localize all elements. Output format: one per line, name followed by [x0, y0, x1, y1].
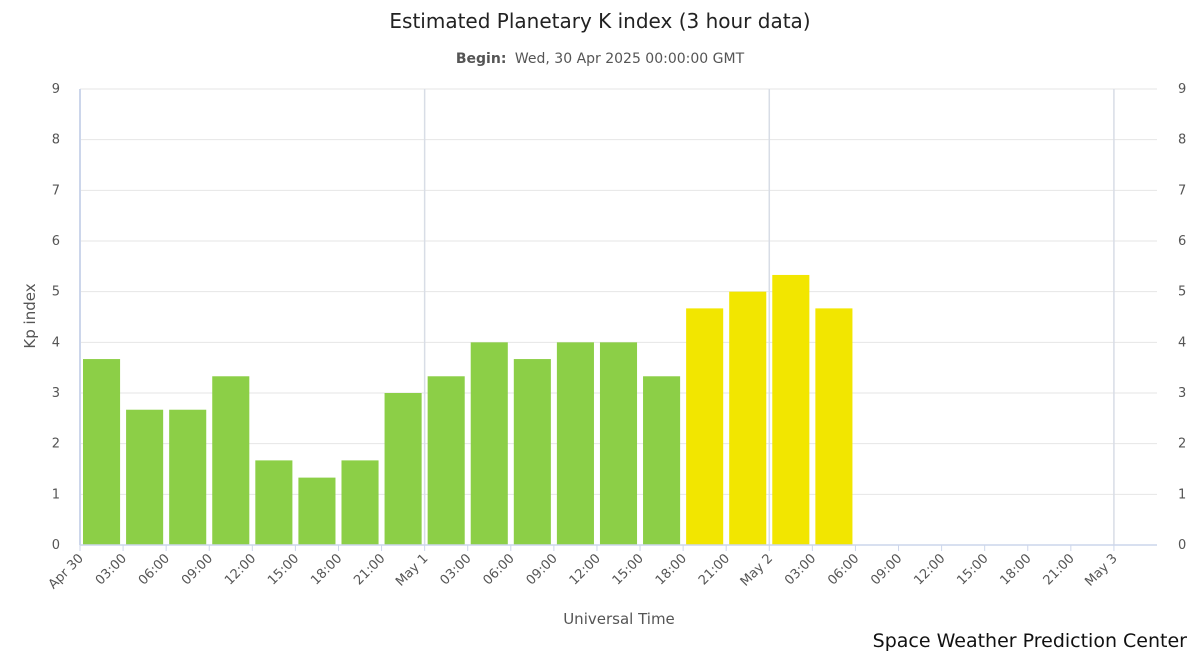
kp-bar: [599, 342, 638, 545]
y-tick-label-left: 5: [52, 285, 60, 300]
y-tick-label-left: 2: [52, 437, 60, 452]
y-tick-label-right: 8: [1178, 133, 1186, 148]
x-tick-label: May 2: [738, 551, 776, 589]
kp-bar: [83, 359, 121, 545]
x-axis-title: Universal Time: [563, 610, 675, 628]
y-tick-label-right: 9: [1178, 82, 1186, 97]
x-tick-label: Apr 30: [46, 551, 87, 592]
kp-bar: [513, 359, 551, 545]
bars: [83, 274, 853, 545]
y-tick-label-left: 6: [52, 234, 60, 249]
y-axis-left-ticks: 0 1 2 3 4 5 6 7 8 9: [52, 82, 60, 553]
kp-bar: [686, 308, 724, 545]
x-tick-label: 06:00: [136, 551, 173, 588]
kp-bar: [470, 342, 508, 545]
x-tick-label: May 3: [1082, 551, 1120, 589]
y-tick-label-right: 0: [1178, 538, 1186, 553]
y-axis-title: Kp index: [21, 283, 39, 348]
kp-bar: [169, 409, 207, 545]
y-axis-right-ticks: 0 1 2 3 4 5 6 7 8 9: [1178, 82, 1186, 553]
y-tick-label-left: 0: [52, 538, 60, 553]
x-tick-label: 18:00: [653, 551, 690, 588]
y-tick-label-left: 7: [52, 183, 60, 198]
x-tick-label: May 1: [393, 551, 431, 589]
x-tick-label: 03:00: [782, 551, 819, 588]
chart-title: Estimated Planetary K index (3 hour data…: [389, 9, 810, 33]
y-tick-label-left: 8: [52, 133, 60, 148]
y-tick-label-right: 7: [1178, 183, 1186, 198]
kp-bar: [341, 460, 379, 545]
y-tick-label-left: 9: [52, 82, 60, 97]
x-tick-label: 06:00: [825, 551, 862, 588]
y-tick-label-right: 6: [1178, 234, 1186, 249]
x-tick-label: 12:00: [567, 551, 604, 588]
y-tick-label-right: 3: [1178, 386, 1186, 401]
x-tick-label: 18:00: [308, 551, 345, 588]
x-tick-label: 12:00: [911, 551, 948, 588]
kp-bar: [427, 376, 465, 545]
y-tick-label-left: 3: [52, 386, 60, 401]
y-tick-label-left: 4: [52, 335, 60, 350]
y-tick-label-right: 2: [1178, 437, 1186, 452]
x-tick-label: 09:00: [524, 551, 561, 588]
x-tick-label: 09:00: [179, 551, 216, 588]
y-tick-label-right: 4: [1178, 335, 1186, 350]
x-tick-label: 12:00: [222, 551, 259, 588]
x-tick-label: 15:00: [265, 551, 302, 588]
y-tick-label-left: 1: [52, 487, 60, 502]
x-tick-label: 18:00: [997, 551, 1034, 588]
x-tick-label: 09:00: [868, 551, 905, 588]
kp-bar: [212, 376, 250, 545]
kp-bar: [255, 460, 293, 545]
x-tick-label: 21:00: [351, 551, 388, 588]
kp-bar: [815, 308, 853, 545]
x-tick-label: 21:00: [696, 551, 733, 588]
subtitle-begin-label: Begin:: [456, 51, 507, 67]
axes: [79, 89, 1157, 546]
x-tick-label: 15:00: [610, 551, 647, 588]
chart-subtitle: Begin: Wed, 30 Apr 2025 00:00:00 GMT: [456, 51, 745, 67]
credit-text: Space Weather Prediction Center: [873, 630, 1188, 652]
x-tick-label: 21:00: [1041, 551, 1078, 588]
x-tick-label: 06:00: [481, 551, 518, 588]
kp-bar: [384, 393, 422, 545]
x-axis-ticks: Apr 30 03:00 06:00 09:00 12:00 15:00 18:00 21:0…: [46, 545, 1121, 592]
y-tick-label-right: 1: [1178, 487, 1186, 502]
subtitle-begin-value: Wed, 30 Apr 2025 00:00:00 GMT: [515, 51, 745, 67]
kp-bar: [298, 477, 336, 545]
y-tick-label-right: 5: [1178, 285, 1186, 300]
kp-bar: [126, 409, 164, 545]
kp-bar: [556, 342, 594, 545]
kp-bar: [729, 291, 767, 545]
kp-bar: [643, 376, 681, 545]
x-tick-label: 15:00: [954, 551, 991, 588]
x-tick-label: 03:00: [93, 551, 130, 588]
kp-bar: [772, 274, 810, 545]
x-tick-label: 03:00: [437, 551, 474, 588]
